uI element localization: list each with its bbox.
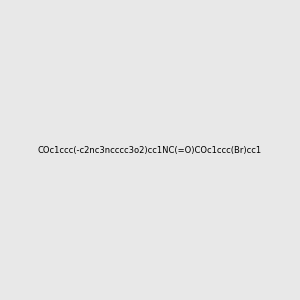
Text: COc1ccc(-c2nc3ncccc3o2)cc1NC(=O)COc1ccc(Br)cc1: COc1ccc(-c2nc3ncccc3o2)cc1NC(=O)COc1ccc(… bbox=[38, 146, 262, 154]
